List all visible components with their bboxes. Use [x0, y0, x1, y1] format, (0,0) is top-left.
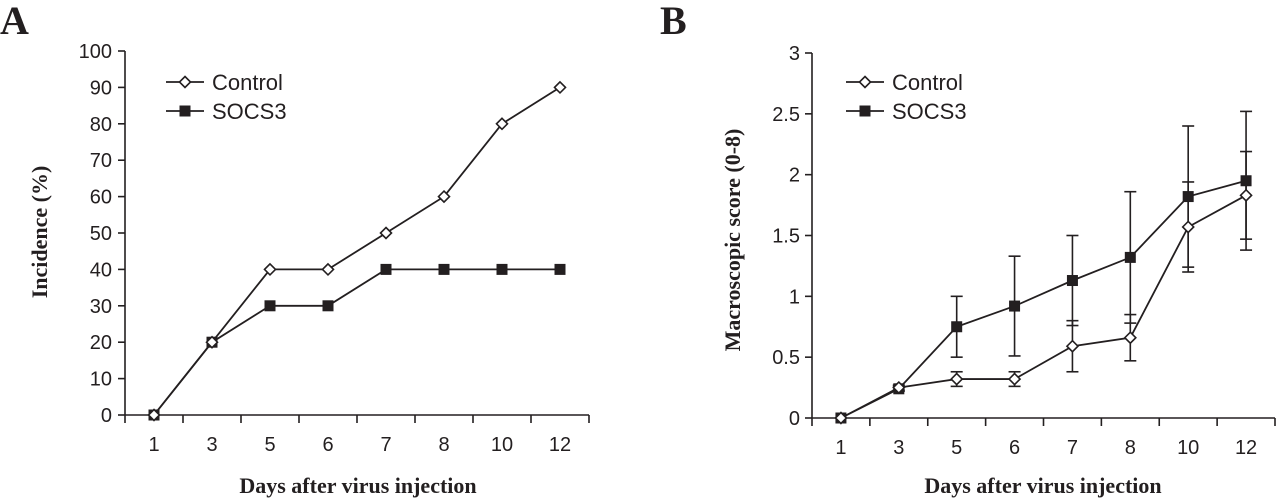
panel-b-x-tick-label: 1	[835, 437, 846, 459]
panel-b-control-point	[950, 372, 964, 386]
panel-b-control-line	[840, 194, 1247, 419]
panel-b-legend-control-marker	[858, 75, 872, 89]
panel-a-socs3-point	[380, 263, 392, 275]
panel-b: B 0 0.5 1 1.5 2 2.5 3 1 3 5 6 7 8 10 12 Control SOCS3 Da…	[660, 0, 1276, 498]
panel-a-y-tick-label: 90	[90, 77, 112, 99]
panel-a-x-tick-label: 3	[206, 434, 217, 456]
panel-a-x-axis-title: Days after virus injection	[239, 473, 476, 498]
panel-b-control-point	[1065, 339, 1080, 353]
panel-b-x-tick-label: 3	[893, 437, 904, 459]
panel-b-y-tick-label: 3	[789, 43, 800, 65]
panel-b-socs3-point	[1240, 175, 1252, 187]
panel-b-x-tick-label: 8	[1125, 437, 1136, 459]
panel-b-control-point	[1123, 331, 1137, 345]
panel-a-y-tick-label: 100	[79, 41, 112, 63]
panel-b-x-axis-title: Days after virus injection	[924, 473, 1161, 498]
panel-a-y-tick-label: 80	[90, 114, 112, 136]
panel-b-legend-control-label: Control	[892, 70, 963, 95]
panel-b-socs3-point	[1066, 275, 1078, 287]
panel-b-legend-socs3-marker	[859, 105, 871, 117]
panel-a-y-tick-label: 50	[90, 223, 112, 245]
panel-a-letter: A	[0, 0, 29, 43]
panel-a-socs3-point	[496, 263, 508, 275]
panel-a-legend-socs3-marker	[179, 105, 191, 117]
panel-a-y-tick-label: 40	[90, 259, 112, 281]
panel-b-socs3-point	[1009, 300, 1021, 312]
panel-a-control-point	[263, 262, 277, 277]
panel-a-control-point	[379, 226, 393, 240]
panel-b-x-tick-label: 6	[1009, 437, 1020, 459]
panel-b-letter: B	[660, 0, 687, 43]
panel-a-x-tick-label: 12	[549, 434, 571, 456]
panel-a-control-point	[437, 189, 451, 204]
panel-b-legend-socs3-label: SOCS3	[892, 99, 967, 124]
panel-a-x-tick-label: 10	[491, 434, 513, 456]
panel-a-control-point	[495, 117, 509, 131]
panel-b-y-tick-label: 0	[789, 408, 800, 430]
panel-b-x-tick-label: 5	[951, 437, 962, 459]
panel-b-y-tick-label: 2	[789, 165, 800, 187]
panel-b-control-point	[1239, 188, 1253, 202]
panel-a-x-tick-label: 5	[264, 434, 275, 456]
panel-a-legend-control-label: Control	[212, 70, 283, 95]
panel-a-socs3-point	[438, 263, 450, 275]
panel-b-x-tick-label: 12	[1235, 437, 1257, 459]
panel-a-control-line	[153, 86, 561, 416]
panel-b-control-point	[892, 380, 906, 395]
panel-a-y-tick-label: 70	[90, 150, 112, 172]
panel-b-socs3-point	[951, 321, 963, 333]
panel-a-y-tick-label: 0	[101, 405, 112, 427]
panel-a-y-tick-label: 10	[90, 369, 112, 391]
panel-a-y-axis-title: Incidence (%)	[27, 166, 52, 299]
panel-b-x-tick-label: 10	[1177, 437, 1199, 459]
panel-a-control-point	[147, 408, 161, 422]
panel-b-x-tick-label: 7	[1067, 437, 1078, 459]
panel-b-y-axis-title: Macroscopic score (0-8)	[720, 129, 745, 352]
panel-b-y-tick-label: 2.5	[772, 104, 800, 126]
panel-a: A 0 10 20 30 40 50 60 70 80 90 100 1 3 5 6 7 8 10 12 Contro…	[0, 0, 590, 498]
panel-a-socs3-point	[322, 300, 334, 312]
panel-a-legend-control-marker	[178, 75, 192, 89]
panel-a-x-tick-label: 6	[322, 434, 333, 456]
panel-a-socs3-point	[264, 300, 276, 312]
panel-a-control-point	[553, 80, 567, 95]
panel-b-socs3-point	[1124, 251, 1136, 263]
panel-b-y-tick-label: 1.5	[772, 226, 800, 248]
panel-a-y-tick-label: 60	[90, 187, 112, 209]
panel-a-socs3-point	[554, 263, 566, 275]
panel-b-control-point	[1181, 220, 1195, 234]
panel-a-socs3-line	[153, 268, 560, 416]
panel-b-socs3-point	[1182, 191, 1194, 203]
panel-a-control-point	[321, 262, 335, 277]
panel-a-y-tick-label: 20	[90, 332, 112, 354]
panel-a-y-tick-label: 30	[90, 296, 112, 318]
panel-b-y-tick-label: 1	[789, 286, 800, 308]
panel-a-x-tick-label: 7	[380, 434, 391, 456]
panel-a-control-point	[205, 335, 219, 349]
panel-a-x-tick-label: 1	[148, 434, 159, 456]
panel-b-socs3-line	[840, 179, 1247, 419]
panel-a-x-tick-label: 8	[438, 434, 449, 456]
panel-b-control-point	[1007, 372, 1022, 386]
panel-b-control-point	[834, 411, 848, 425]
panel-b-y-tick-label: 0.5	[772, 347, 800, 369]
panel-a-legend-socs3-label: SOCS3	[212, 99, 287, 124]
